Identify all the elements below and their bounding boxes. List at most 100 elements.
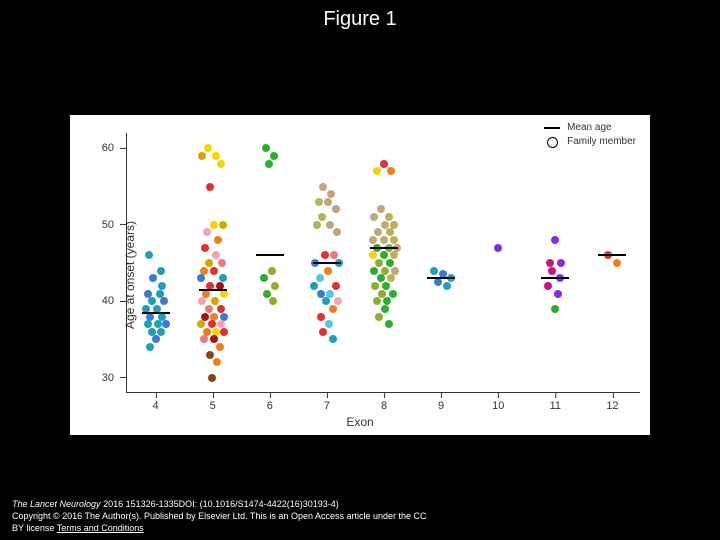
data-point <box>377 205 385 213</box>
y-tick: 60 <box>70 142 126 154</box>
data-point <box>218 259 226 267</box>
data-point <box>265 160 273 168</box>
data-point <box>208 374 216 382</box>
data-point <box>219 221 227 229</box>
data-point <box>317 313 325 321</box>
data-point <box>204 144 212 152</box>
data-point <box>216 343 224 351</box>
data-point <box>160 297 168 305</box>
data-point <box>263 290 271 298</box>
data-point <box>330 251 338 259</box>
data-point <box>210 267 218 275</box>
data-point <box>370 213 378 221</box>
data-point <box>321 251 329 259</box>
copyright-text: Copyright © 2016 The Author(s). Publishe… <box>12 511 427 521</box>
data-point <box>217 160 225 168</box>
data-point <box>544 282 552 290</box>
legend-mean-icon <box>543 127 561 129</box>
data-point <box>371 282 379 290</box>
data-point <box>203 228 211 236</box>
data-point <box>375 313 383 321</box>
x-tick: 5 <box>210 392 216 412</box>
data-point <box>430 267 438 275</box>
data-point <box>389 290 397 298</box>
data-point <box>390 251 398 259</box>
data-point <box>329 335 337 343</box>
citation-text: 2016 151326-1335DOI: (10.1016/S1474-4422… <box>101 499 339 509</box>
data-point <box>334 297 342 305</box>
data-point <box>319 328 327 336</box>
data-point <box>369 251 377 259</box>
data-point <box>326 290 334 298</box>
data-point <box>206 351 214 359</box>
data-point <box>198 297 206 305</box>
data-point <box>326 221 334 229</box>
data-point <box>387 274 395 282</box>
data-point <box>494 244 502 252</box>
data-point <box>157 328 165 336</box>
mean-marker <box>541 277 569 279</box>
data-point <box>214 236 222 244</box>
data-point <box>333 228 341 236</box>
data-point <box>434 278 442 286</box>
data-point <box>162 320 170 328</box>
data-point <box>220 328 228 336</box>
data-point <box>269 297 277 305</box>
data-point <box>325 320 333 328</box>
terms-link[interactable]: Terms and Conditions <box>57 523 144 533</box>
data-point <box>198 152 206 160</box>
data-point <box>268 267 276 275</box>
data-point <box>329 305 337 313</box>
chart-container: Age at onset (years) Exon Mean age Famil… <box>70 115 650 435</box>
data-point <box>316 274 324 282</box>
data-point <box>381 267 389 275</box>
data-point <box>211 297 219 305</box>
x-tick: 6 <box>267 392 273 412</box>
data-point <box>381 305 389 313</box>
data-point <box>386 259 394 267</box>
mean-marker <box>142 312 170 314</box>
data-point <box>270 152 278 160</box>
data-point <box>370 267 378 275</box>
data-point <box>377 274 385 282</box>
data-point <box>322 297 330 305</box>
x-tick: 11 <box>550 392 561 412</box>
footer-citation: The Lancet Neurology 2016 151326-1335DOI… <box>12 498 427 534</box>
data-point <box>271 282 279 290</box>
data-point <box>378 290 386 298</box>
data-point <box>385 320 393 328</box>
data-point <box>324 267 332 275</box>
data-point <box>310 282 318 290</box>
data-point <box>220 290 228 298</box>
data-point <box>213 358 221 366</box>
data-point <box>551 305 559 313</box>
data-point <box>262 144 270 152</box>
data-point <box>332 282 340 290</box>
data-point <box>382 282 390 290</box>
x-tick: 12 <box>606 392 618 412</box>
data-point <box>210 221 218 229</box>
x-tick: 9 <box>438 392 444 412</box>
data-point <box>373 167 381 175</box>
data-point <box>380 251 388 259</box>
data-point <box>149 274 157 282</box>
data-point <box>557 259 565 267</box>
data-point <box>315 198 323 206</box>
data-point <box>146 343 154 351</box>
data-point <box>260 274 268 282</box>
data-point <box>375 259 383 267</box>
data-point <box>200 335 208 343</box>
data-point <box>313 221 321 229</box>
mean-marker <box>427 277 455 279</box>
data-point <box>554 290 562 298</box>
data-point <box>318 213 326 221</box>
data-point <box>197 274 205 282</box>
data-point <box>387 167 395 175</box>
data-point <box>390 221 398 229</box>
mean-marker <box>598 254 626 256</box>
data-point <box>374 228 382 236</box>
data-point <box>152 335 160 343</box>
mean-marker <box>313 262 341 264</box>
data-point <box>380 160 388 168</box>
data-point <box>551 236 559 244</box>
